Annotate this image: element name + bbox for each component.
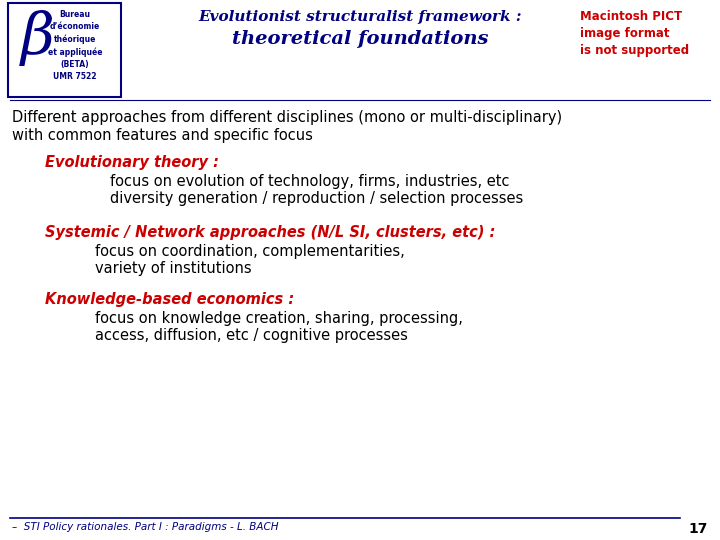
Text: Different approaches from different disciplines (mono or multi-disciplinary): Different approaches from different disc… [12,110,562,125]
Text: access, diffusion, etc / cognitive processes: access, diffusion, etc / cognitive proce… [95,328,408,343]
Text: focus on coordination, complementarities,: focus on coordination, complementarities… [95,244,405,259]
Text: Evolutionist structuralist framework :: Evolutionist structuralist framework : [198,10,522,24]
Text: diversity generation / reproduction / selection processes: diversity generation / reproduction / se… [110,191,523,206]
Text: Bureau
d’économie
théorique
et appliquée
(BETA)
UMR 7522: Bureau d’économie théorique et appliquée… [48,10,102,81]
Text: β: β [21,10,55,66]
Text: with common features and specific focus: with common features and specific focus [12,128,313,143]
Text: Evolutionary theory :: Evolutionary theory : [45,155,219,170]
Text: –  STI Policy rationales. Part I : Paradigms - L. BACH: – STI Policy rationales. Part I : Paradi… [12,522,279,532]
Text: Systemic / Network approaches (N/L SI, clusters, etc) :: Systemic / Network approaches (N/L SI, c… [45,225,495,240]
Text: Macintosh PICT
image format
is not supported: Macintosh PICT image format is not suppo… [580,10,689,57]
Text: Knowledge-based economics :: Knowledge-based economics : [45,292,294,307]
Text: variety of institutions: variety of institutions [95,261,251,276]
Text: 17: 17 [688,522,708,536]
Text: theoretical foundations: theoretical foundations [232,30,488,48]
Text: focus on evolution of technology, firms, industries, etc: focus on evolution of technology, firms,… [110,174,510,189]
Text: focus on knowledge creation, sharing, processing,: focus on knowledge creation, sharing, pr… [95,311,463,326]
